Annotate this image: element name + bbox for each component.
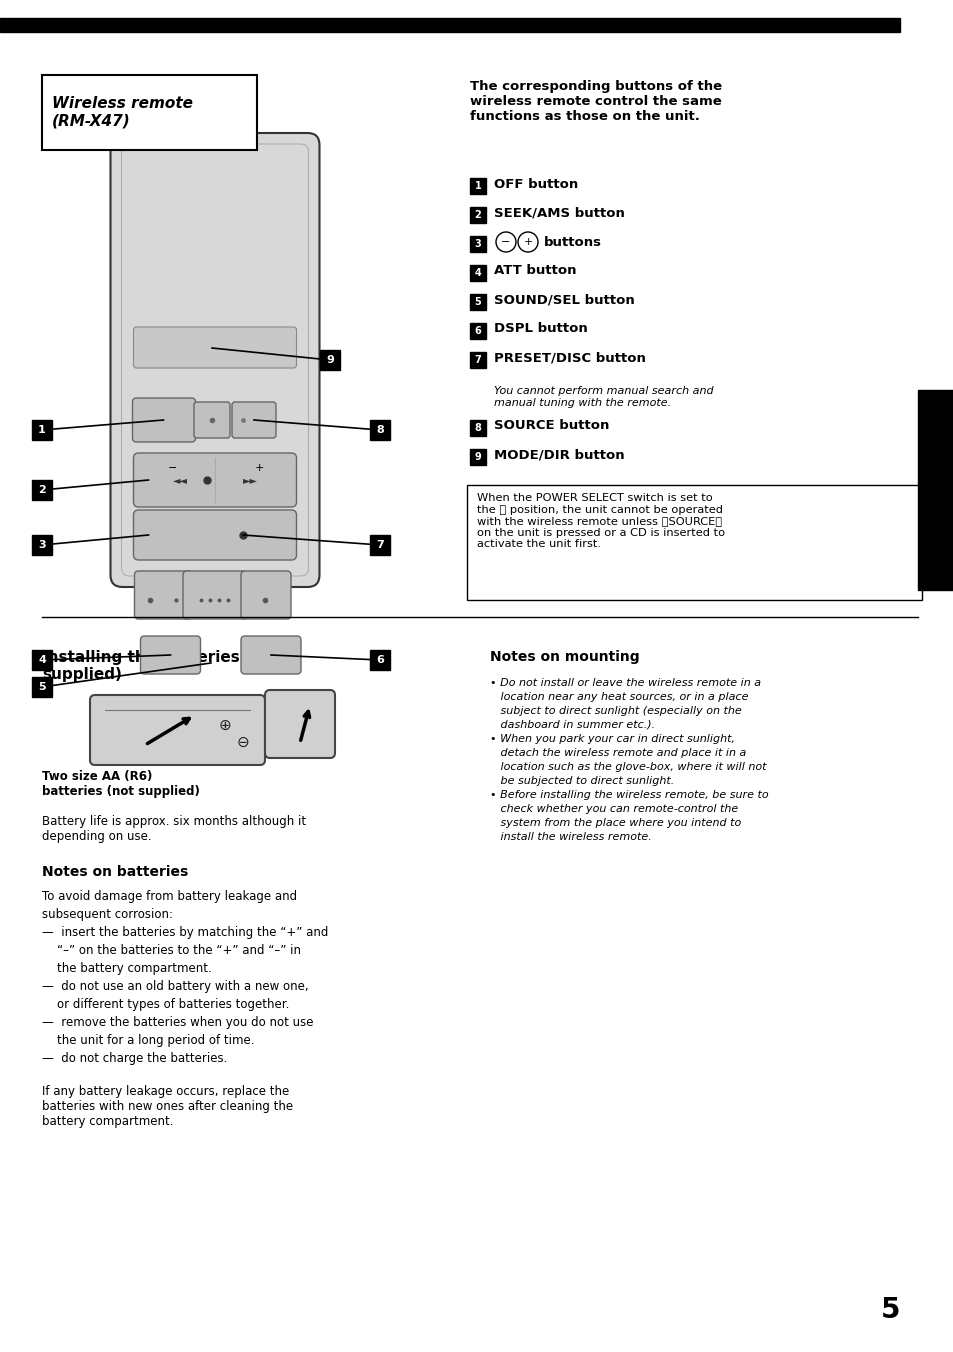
Text: −: −: [500, 237, 510, 247]
Text: 8: 8: [474, 423, 481, 433]
Text: PRESET/DISC button: PRESET/DISC button: [494, 352, 645, 365]
FancyBboxPatch shape: [133, 327, 296, 368]
Text: DSPL button: DSPL button: [494, 323, 587, 335]
FancyBboxPatch shape: [133, 453, 296, 507]
Text: 5: 5: [880, 1297, 899, 1324]
Bar: [42, 74, 256, 150]
Bar: [370, 650, 390, 671]
Text: 3: 3: [38, 539, 46, 550]
FancyBboxPatch shape: [193, 402, 230, 438]
Text: 7: 7: [475, 356, 481, 365]
FancyBboxPatch shape: [140, 635, 200, 675]
Text: Battery life is approx. six months although it
depending on use.: Battery life is approx. six months altho…: [42, 815, 306, 844]
Text: 1: 1: [475, 181, 481, 191]
FancyBboxPatch shape: [111, 132, 319, 587]
Text: ⊕: ⊕: [218, 718, 232, 733]
Bar: [32, 420, 52, 439]
Text: Installing the batteries (not
supplied): Installing the batteries (not supplied): [42, 650, 280, 683]
Bar: [470, 237, 485, 251]
Bar: [470, 178, 485, 193]
Bar: [32, 677, 52, 698]
Text: ATT button: ATT button: [494, 265, 576, 277]
Text: 4: 4: [475, 268, 481, 279]
Bar: [319, 350, 339, 370]
Text: 3: 3: [475, 239, 481, 249]
Text: 1: 1: [38, 425, 46, 435]
Text: When the POWER SELECT switch is set to
the Ⓑ position, the unit cannot be operat: When the POWER SELECT switch is set to t…: [476, 493, 724, 549]
Bar: [0, 18, 899, 32]
Text: +: +: [523, 237, 532, 247]
FancyBboxPatch shape: [132, 397, 195, 442]
Text: 2: 2: [475, 210, 481, 220]
Text: 6: 6: [375, 654, 383, 665]
Text: Two size AA (R6)
batteries (not supplied): Two size AA (R6) batteries (not supplied…: [42, 771, 200, 798]
FancyBboxPatch shape: [232, 402, 275, 438]
Text: buttons: buttons: [543, 235, 601, 249]
Bar: [32, 480, 52, 500]
Bar: [470, 323, 485, 339]
Text: 2: 2: [38, 485, 46, 495]
Text: 6: 6: [475, 326, 481, 337]
Text: 9: 9: [475, 452, 481, 462]
Bar: [917, 389, 953, 589]
Text: You cannot perform manual search and
manual tuning with the remote.: You cannot perform manual search and man…: [494, 387, 713, 407]
Text: 9: 9: [326, 356, 334, 365]
Text: ⊖: ⊖: [236, 734, 249, 749]
Text: 4: 4: [38, 654, 46, 665]
Text: Notes on mounting: Notes on mounting: [490, 650, 639, 664]
Text: To avoid damage from battery leakage and
subsequent corrosion:
—  insert the bat: To avoid damage from battery leakage and…: [42, 890, 328, 1065]
Text: OFF button: OFF button: [494, 177, 578, 191]
Bar: [470, 449, 485, 465]
Text: Notes on batteries: Notes on batteries: [42, 865, 188, 879]
FancyBboxPatch shape: [241, 635, 301, 675]
FancyBboxPatch shape: [183, 571, 247, 619]
Text: −: −: [168, 462, 177, 473]
FancyBboxPatch shape: [241, 571, 291, 619]
Text: ◄◄: ◄◄: [172, 475, 188, 485]
Bar: [370, 420, 390, 439]
Bar: [32, 535, 52, 556]
Text: Wireless remote
(RM-X47): Wireless remote (RM-X47): [52, 96, 193, 128]
Text: SOUND/SEL button: SOUND/SEL button: [494, 293, 634, 307]
Bar: [470, 352, 485, 368]
Text: The corresponding buttons of the
wireless remote control the same
functions as t: The corresponding buttons of the wireles…: [470, 80, 721, 123]
Text: • Do not install or leave the wireless remote in a
   location near any heat sou: • Do not install or leave the wireless r…: [490, 677, 768, 842]
Bar: [470, 265, 485, 281]
Text: MODE/DIR button: MODE/DIR button: [494, 449, 624, 461]
Text: SEEK/AMS button: SEEK/AMS button: [494, 207, 624, 219]
FancyBboxPatch shape: [90, 695, 265, 765]
Text: SOURCE button: SOURCE button: [494, 419, 609, 433]
Bar: [467, 485, 921, 600]
Bar: [32, 650, 52, 671]
Text: 5: 5: [38, 681, 46, 692]
FancyBboxPatch shape: [134, 571, 193, 619]
Bar: [470, 207, 485, 223]
Text: +: +: [254, 462, 263, 473]
Bar: [470, 420, 485, 435]
Bar: [370, 535, 390, 556]
Text: ►►: ►►: [242, 475, 257, 485]
FancyBboxPatch shape: [133, 510, 296, 560]
Text: 8: 8: [375, 425, 383, 435]
Text: 7: 7: [375, 539, 383, 550]
Bar: [470, 293, 485, 310]
Text: 5: 5: [475, 297, 481, 307]
Text: If any battery leakage occurs, replace the
batteries with new ones after cleanin: If any battery leakage occurs, replace t…: [42, 1086, 293, 1128]
FancyBboxPatch shape: [265, 690, 335, 758]
